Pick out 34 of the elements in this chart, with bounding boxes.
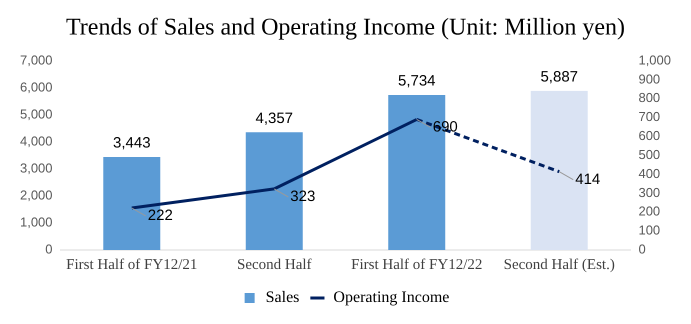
data-label: 323 (290, 188, 316, 206)
y2-tick-label: 600 (638, 128, 660, 144)
legend-label: Operating Income (333, 289, 450, 306)
y2-tick-label: 500 (638, 146, 660, 162)
y-tick-label: 5,000 (20, 106, 53, 122)
y2-tick-label: 200 (638, 204, 660, 219)
x-tick-label: Second Half (236, 256, 312, 273)
y2-tick-label: 900 (638, 71, 660, 86)
x-tick-label: Second Half (Est.) (504, 256, 615, 273)
y-tick-label: 4,000 (20, 133, 53, 148)
data-label: 5,887 (540, 68, 578, 86)
y-tick-label: 1,000 (20, 214, 53, 230)
y-tick-label: 2,000 (20, 188, 53, 203)
y-tick-label: 7,000 (20, 52, 53, 68)
data-label: 222 (148, 207, 173, 224)
y2-tick-label: 800 (638, 90, 660, 106)
data-label: 690 (432, 118, 458, 136)
data-label: 3,443 (113, 134, 151, 152)
y-tick-label: 6,000 (20, 79, 53, 94)
y2-tick-label: 700 (638, 109, 660, 124)
legend-label: Sales (266, 289, 300, 306)
x-tick-label: First Half of FY12/22 (351, 256, 482, 273)
y2-tick-label: 0 (638, 242, 646, 257)
y2-tick-label: 300 (638, 184, 660, 200)
x-tick-label: First Half of FY12/21 (66, 256, 198, 273)
y-tick-label: 3,000 (20, 160, 53, 176)
data-label: 4,357 (255, 110, 294, 127)
data-label: 414 (575, 170, 600, 188)
chart-title: Trends of Sales and Operating Income (Unit: Million yen) (66, 14, 626, 41)
data-label: 5,734 (398, 72, 436, 90)
y2-tick-label: 1,000 (638, 52, 672, 68)
y-tick-label: 0 (45, 242, 53, 257)
y2-tick-label: 400 (638, 166, 660, 181)
y2-tick-label: 100 (638, 222, 660, 238)
